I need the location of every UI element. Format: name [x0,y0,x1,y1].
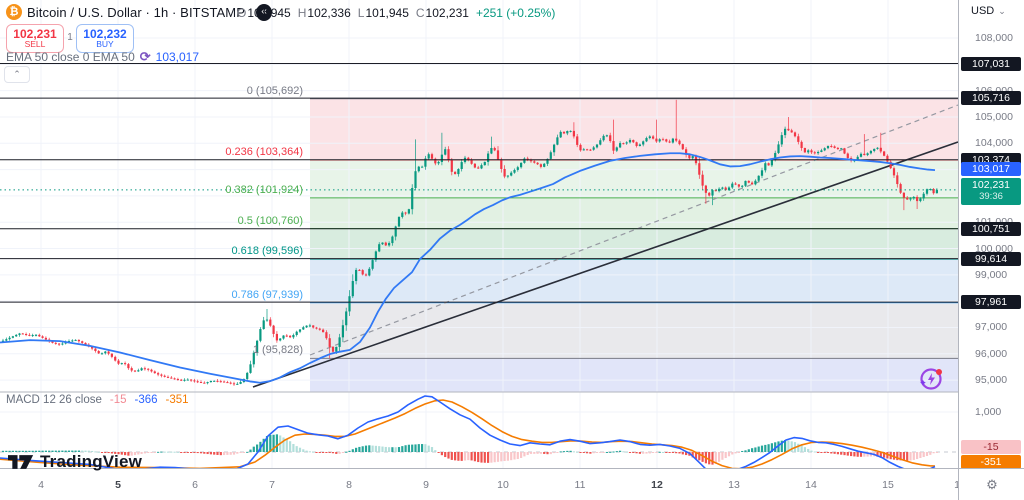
symbol-title[interactable]: Bitcoin / U.S. Dollar · 1h · BITSTAMP [27,4,246,20]
tradingview-watermark: TradingView [8,452,142,472]
fib-level-label: 1 (95,828) [252,344,303,357]
currency-label: USD [971,5,995,17]
open-value: 101,945 [247,6,291,20]
fib-level-label: 0.236 (103,364) [225,146,303,158]
price-tick: 104,000 [975,137,1013,150]
macd-signal-value: -351 [165,394,189,406]
price-line-badge: 97,961 [961,295,1021,310]
fib-level-label: 0.5 (100,760) [237,214,303,227]
time-tick: 13 [728,479,740,491]
chevron-up-icon: ⌃ [13,69,21,79]
ema-indicator-row[interactable]: EMA 50 close 0 EMA 50 ⟳ 103,017 [6,49,199,65]
close-value: 102,231 [425,6,469,20]
replay-rewind-icon[interactable]: « [256,3,273,21]
price-line-badge: 105,716 [961,91,1021,106]
price-tick: 105,000 [975,110,1013,123]
sell-price: 102,231 [13,26,57,41]
time-tick: 15 [882,479,894,491]
buy-label: BUY [96,39,114,50]
ema-label: EMA 50 close 0 EMA 50 [6,50,135,64]
high-key: H [297,6,307,20]
time-axis[interactable]: 45678910111213141516 [0,468,966,500]
tradingview-brand-text: TradingView [40,452,143,471]
macd-label: MACD 12 26 close [6,394,102,406]
fib-level-label: 0.382 (101,924) [225,183,303,196]
time-tick: 10 [497,479,509,491]
price-tick: 95,000 [975,374,1008,387]
price-line-badge: 99,614 [961,251,1021,266]
currency-select[interactable]: USD ⌄ [971,5,1006,17]
low-value: 101,945 [365,6,409,20]
symbol-row: ₿ Bitcoin / U.S. Dollar · 1h · BITSTAMP … [6,3,273,21]
chevron-down-icon: ⌄ [998,6,1006,16]
macd-line-value: -366 [134,394,158,406]
price-tick: 96,000 [975,347,1008,360]
low-key: L [357,6,365,20]
gear-icon[interactable]: ⚙ [986,477,998,492]
macd-hist-value: -15 [109,394,127,406]
price-tick: 99,000 [975,268,1008,281]
fib-level-label: 0 (105,692) [246,84,303,97]
sell-label: SELL [24,39,46,50]
time-tick: 7 [269,479,275,491]
bitcoin-icon: ₿ [6,4,22,20]
price-line-badge: 100,751 [961,221,1021,236]
price-tick: 100,000 [975,242,1013,255]
ohlc-row: O101,945 H102,336 L101,945 C102,231 +251… [237,6,555,20]
macd-value-badge: -351 [961,455,1021,469]
sell-button[interactable]: 102,231 SELL [6,24,64,53]
macd-indicator-row[interactable]: MACD 12 26 close -15 -366 -351 [6,394,189,406]
high-value: 102,336 [307,6,351,20]
time-tick: 12 [651,479,663,491]
macd-value-badge: -15 [961,440,1021,454]
ema-value: 103,017 [155,50,200,64]
time-tick: 9 [423,479,429,491]
price-tick: 97,000 [975,321,1008,334]
bar-countdown: 39:36 [979,190,1003,202]
price-tick: 108,000 [975,32,1013,44]
spread-value: 1 [67,32,73,43]
last-price-badge: 102,231 39:36 [961,177,1021,203]
axis-settings-corner[interactable]: ⚙ [958,468,1024,500]
macd-tick: 1,000 [975,406,1002,418]
buy-button[interactable]: 102,232 BUY [76,24,134,53]
time-tick: 14 [805,479,817,491]
spark-news-icon[interactable] [916,364,946,394]
time-tick: 4 [38,479,44,491]
time-tick: 8 [346,479,352,491]
fib-level-label: 0.786 (97,939) [231,288,303,301]
time-tick: 5 [115,479,121,491]
close-key: C [415,6,425,20]
collapse-panel-button[interactable]: ⌃ [4,66,30,83]
time-tick: 6 [192,479,198,491]
price-axis[interactable]: USD⌄ 108,000106,000105,000104,000101,000… [958,0,1024,483]
price-line-badge: 107,031 [961,56,1021,71]
tradingview-logo-icon [8,455,34,469]
buy-price: 102,232 [83,26,127,41]
change-value: +251 (+0.25%) [475,6,556,20]
fib-level-label: 0.618 (99,596) [231,245,303,258]
price-line-badge: 103,017 [961,162,1021,177]
time-tick: 11 [574,479,586,491]
open-key: O [237,6,247,20]
last-price-value: 102,231 [972,178,1010,191]
loading-loop-icon: ⟳ [139,49,151,64]
